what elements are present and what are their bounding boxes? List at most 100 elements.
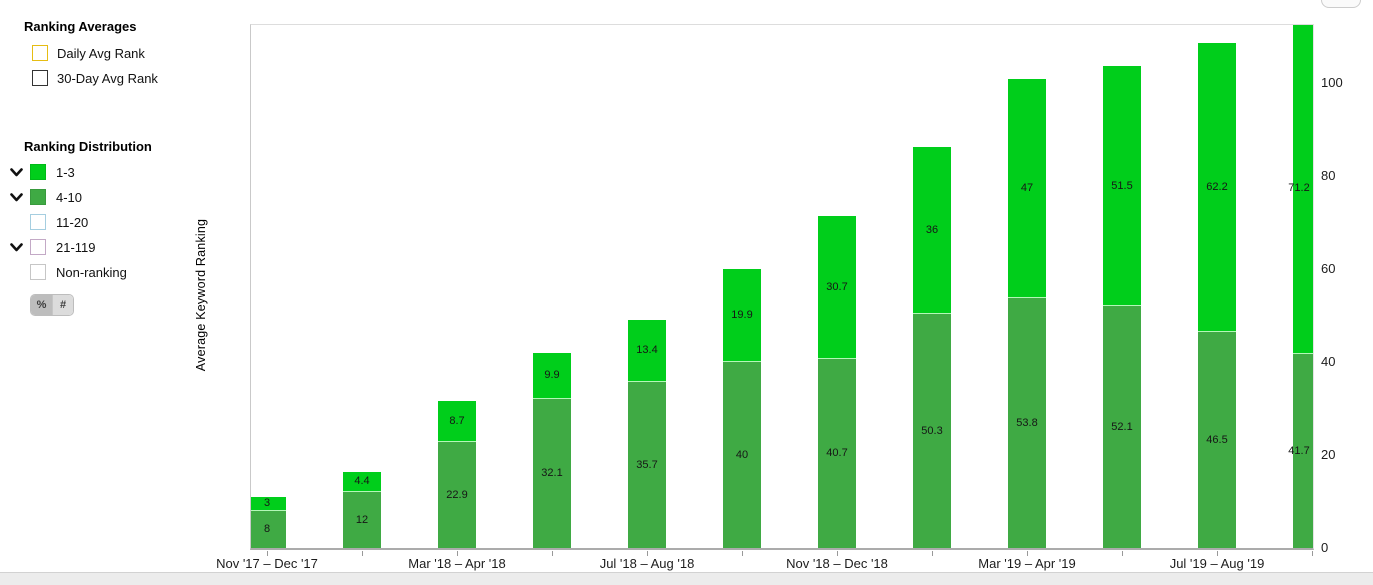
bar-value-label: 32.1: [541, 467, 563, 480]
legend-row-4-10[interactable]: 4-10: [8, 188, 82, 206]
legend-row-11-20[interactable]: 11-20: [8, 213, 88, 231]
stacked-bar[interactable]: 71.2 41.7: [1288, 25, 1313, 548]
y-axis-title: Average Keyword Ranking: [194, 218, 208, 372]
stacked-bar[interactable]: 9.9 32.1: [533, 352, 571, 548]
legend-row-21-119[interactable]: 21-119: [8, 238, 96, 256]
bar-segment-1-3[interactable]: 36: [913, 146, 951, 315]
x-axis-tick: [932, 551, 933, 556]
legend-label: Non-ranking: [56, 264, 127, 280]
x-axis-tick: [1122, 551, 1123, 556]
bar-segment-4-10[interactable]: 41.7: [1288, 354, 1313, 548]
stacked-bar[interactable]: 8.7 22.9: [438, 401, 476, 548]
stacked-bar[interactable]: 30.7 40.7: [818, 216, 856, 548]
chevron-down-icon: [8, 264, 24, 280]
legend-swatch-icon[interactable]: [30, 239, 46, 255]
bar-segment-1-3[interactable]: 13.4: [628, 319, 666, 382]
bar-segment-1-3[interactable]: 71.2: [1288, 25, 1313, 355]
chevron-down-icon: [8, 214, 24, 230]
ranking-averages-heading: Ranking Averages: [24, 19, 137, 34]
stacked-bar[interactable]: 36 50.3: [913, 146, 951, 548]
bar-value-label: 40.7: [826, 447, 848, 460]
stacked-bar[interactable]: 4.4 12: [343, 471, 381, 548]
unit-toggle[interactable]: % #: [30, 294, 74, 316]
bar-segment-4-10[interactable]: 50.3: [913, 314, 951, 548]
bar-segment-1-3[interactable]: 3: [251, 496, 286, 511]
bar-value-label: 53.8: [1016, 416, 1038, 429]
bar-segment-1-3[interactable]: 9.9: [533, 352, 571, 399]
bar-value-label: 8: [263, 523, 271, 536]
stacked-bar[interactable]: 62.2 46.5: [1198, 42, 1236, 548]
bar-segment-4-10[interactable]: 22.9: [438, 441, 476, 548]
bar-value-label: 40: [735, 449, 749, 461]
legend-label: 4-10: [56, 189, 83, 205]
x-axis-tick: [1217, 551, 1218, 556]
x-axis-label: Nov '17 – Dec '17: [216, 556, 318, 571]
bar-value-label: 41.7: [1288, 445, 1310, 458]
bar-segment-4-10[interactable]: 12: [343, 492, 381, 548]
x-axis-tick: [647, 551, 648, 556]
bar-segment-4-10[interactable]: 53.8: [1008, 297, 1046, 548]
bar-segment-4-10[interactable]: 40: [723, 362, 761, 548]
checkbox-icon[interactable]: [32, 45, 48, 61]
y-axis-label: 40: [1321, 354, 1336, 369]
bar-value-label: 13.4: [636, 344, 658, 357]
legend-swatch-icon[interactable]: [30, 214, 46, 230]
bar-segment-1-3[interactable]: 47: [1008, 79, 1046, 298]
bar-value-label: 62.2: [1206, 180, 1228, 193]
y-axis-label: 0: [1321, 540, 1329, 555]
percent-toggle-button[interactable]: %: [31, 295, 52, 315]
checkbox-icon[interactable]: [32, 70, 48, 86]
bar-segment-1-3[interactable]: 19.9: [723, 269, 761, 362]
legend-row-1-3[interactable]: 1-3: [8, 163, 75, 181]
bar-value-label: 19.9: [731, 309, 753, 322]
number-toggle-button[interactable]: #: [52, 295, 73, 315]
chevron-down-icon[interactable]: [8, 189, 24, 205]
daily-avg-rank-checkbox-row[interactable]: Daily Avg Rank: [32, 44, 145, 62]
x-axis-label: Jul '18 – Aug '18: [599, 556, 695, 571]
bar-value-label: 3: [263, 497, 271, 510]
bar-segment-1-3[interactable]: 51.5: [1103, 66, 1141, 306]
bar-segment-1-3[interactable]: 8.7: [438, 401, 476, 442]
y-axis-label: 80: [1321, 168, 1336, 183]
legend-label: 1-3: [56, 164, 75, 180]
x-axis-label: Mar '19 – Apr '19: [978, 556, 1076, 571]
bar-segment-4-10[interactable]: 35.7: [628, 381, 666, 548]
bar-value-label: 46.5: [1206, 433, 1228, 446]
bar-segment-1-3[interactable]: 4.4: [343, 471, 381, 493]
bar-segment-4-10[interactable]: 40.7: [818, 358, 856, 548]
bar-value-label: 4.4: [354, 475, 370, 488]
bar-segment-4-10[interactable]: 8: [251, 510, 286, 548]
chevron-down-icon[interactable]: [8, 239, 24, 255]
legend-swatch-icon[interactable]: [30, 264, 46, 280]
y-axis-label: 60: [1321, 261, 1336, 276]
legend-row-non-ranking[interactable]: Non-ranking: [8, 263, 127, 281]
partial-button: [1321, 0, 1361, 8]
x-axis-label: Jul '19 – Aug '19: [1169, 556, 1265, 571]
x-axis-tick: [267, 551, 268, 556]
bar-value-label: 52.1: [1111, 420, 1133, 433]
bar-segment-1-3[interactable]: 62.2: [1198, 42, 1236, 332]
bar-value-label: 35.7: [636, 458, 658, 471]
legend-label: 11-20: [56, 214, 89, 230]
stacked-bar[interactable]: 13.4 35.7: [628, 319, 666, 548]
bar-segment-1-3[interactable]: 30.7: [818, 216, 856, 359]
bottom-scrollbar-track[interactable]: [0, 572, 1373, 585]
stacked-bar[interactable]: 19.9 40: [723, 269, 761, 548]
stacked-bar[interactable]: 47 53.8: [1008, 79, 1046, 548]
legend-swatch-icon[interactable]: [30, 164, 46, 180]
legend-label: 21-119: [56, 239, 96, 255]
legend-swatch-icon[interactable]: [30, 189, 46, 205]
x-axis-label: Nov '18 – Dec '18: [786, 556, 888, 571]
y-axis-label: 20: [1321, 447, 1336, 462]
x-axis-tick: [1312, 551, 1313, 556]
x-axis-label: Mar '18 – Apr '18: [408, 556, 506, 571]
bar-segment-4-10[interactable]: 32.1: [533, 398, 571, 548]
chevron-down-icon[interactable]: [8, 164, 24, 180]
x-axis-tick: [837, 551, 838, 556]
bar-segment-4-10[interactable]: 46.5: [1198, 331, 1236, 548]
stacked-bar[interactable]: 51.5 52.1: [1103, 66, 1141, 548]
thirty-day-avg-rank-checkbox-row[interactable]: 30-Day Avg Rank: [32, 69, 158, 87]
bar-segment-4-10[interactable]: 52.1: [1103, 305, 1141, 548]
